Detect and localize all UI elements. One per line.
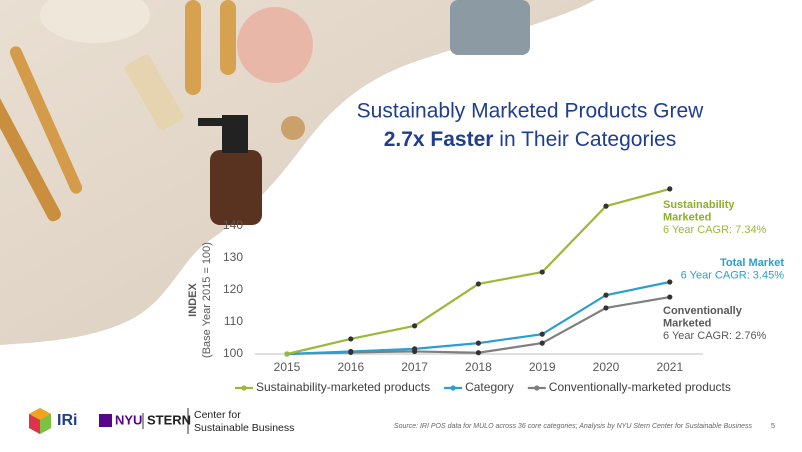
point — [667, 186, 673, 192]
x-tick-label: 2016 — [337, 360, 364, 374]
annotation-title: Marketed — [663, 211, 711, 223]
point — [539, 269, 545, 275]
y-tick-label: 110 — [224, 314, 243, 328]
footer: IRi NYU STERN Center for Sustainable Bus… — [29, 408, 775, 434]
point — [667, 279, 673, 285]
legend-swatch — [241, 385, 247, 391]
legend-label: Conventionally-marketed products — [549, 380, 731, 394]
point — [603, 305, 609, 311]
point — [475, 350, 481, 356]
point — [348, 336, 354, 342]
legend-swatch — [450, 385, 456, 391]
point — [284, 351, 290, 357]
annotation-title: Sustainability — [663, 199, 735, 211]
point — [539, 331, 545, 337]
center-line: Center for — [194, 409, 241, 421]
logo-iri: IRi — [57, 412, 77, 429]
y-axis-label: INDEX — [187, 283, 199, 317]
legend-label: Sustainability-marketed products — [256, 380, 430, 394]
annotation-cagr: 6 Year CAGR: 7.34% — [663, 224, 767, 236]
title-line: 2.7x Faster in Their Categories — [384, 128, 677, 151]
point — [412, 346, 418, 352]
logo-stern: STERN — [147, 412, 191, 427]
x-tick-label: 2019 — [529, 360, 556, 374]
annotation-title: Marketed — [663, 317, 711, 329]
annotation-cagr: 6 Year CAGR: 2.76% — [663, 330, 767, 342]
title-line: Sustainably Marketed Products Grew — [357, 100, 704, 123]
x-tick-label: 2021 — [656, 360, 683, 374]
annotation-cagr: 6 Year CAGR: 3.45% — [681, 269, 785, 281]
x-tick-label: 2018 — [465, 360, 492, 374]
y-tick-label: 130 — [223, 250, 243, 264]
y-axis-label: (Base Year 2015 = 100) — [201, 242, 213, 358]
source: Source: IRI POS data for MULO across 36 … — [394, 423, 753, 430]
logo-nyu: NYU — [115, 412, 142, 427]
point — [603, 292, 609, 298]
point — [539, 340, 545, 346]
x-tick-label: 2017 — [401, 360, 428, 374]
x-tick-label: 2015 — [274, 360, 301, 374]
page-number: 5 — [771, 421, 775, 430]
point — [412, 323, 418, 329]
y-tick-label: 120 — [223, 282, 243, 296]
title-bold: 2.7x Faster — [384, 128, 494, 151]
chart: 100 110 120 130 140 INDEX (Base Year 2015 = 10… — [187, 186, 784, 394]
y-tick-label: 100 — [223, 346, 243, 360]
legend-label: Category — [465, 380, 514, 394]
point — [475, 281, 481, 287]
point — [475, 340, 481, 346]
point — [348, 348, 354, 355]
legend-swatch — [534, 385, 540, 391]
center-line: Sustainable Business — [194, 422, 294, 434]
point — [667, 294, 673, 300]
x-tick-label: 2020 — [593, 360, 620, 374]
point — [603, 203, 609, 209]
y-tick-label: 140 — [223, 218, 243, 232]
annotation-title: Total Market — [720, 257, 784, 269]
annotation-title: Conventionally — [663, 305, 743, 317]
photo — [0, 0, 595, 345]
title-rest: in Their Categories — [493, 128, 676, 151]
